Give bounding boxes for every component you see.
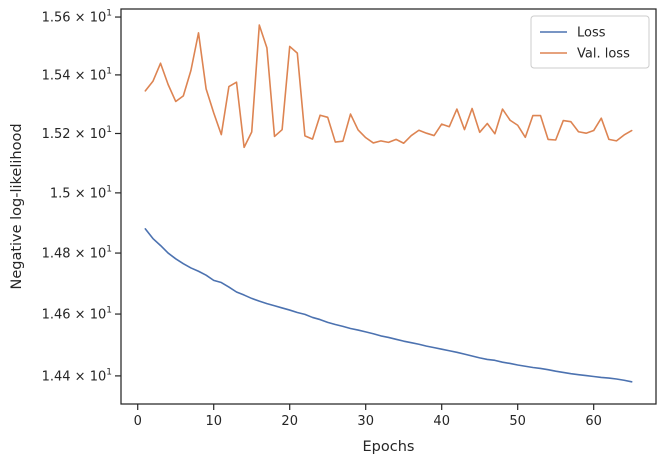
- legend-label: Val. loss: [577, 47, 630, 62]
- legend-box: [530, 15, 650, 69]
- y-axis-ticks: 1.44 × 101 1.46 × 101 1.48 × 101 1.5 × 101 1…: [42, 9, 121, 384]
- x-tick-label: 60: [585, 414, 602, 429]
- x-axis-title: Epochs: [363, 439, 415, 455]
- plot-area: [144, 24, 633, 383]
- y-tick-label: 1.48 × 101: [42, 245, 112, 262]
- series-line-loss: [144, 228, 633, 383]
- y-tick-label: 1.56 × 101: [42, 9, 112, 26]
- legend-label: Loss: [577, 26, 606, 41]
- y-tick-label: 1.54 × 101: [42, 66, 112, 83]
- x-tick-label: 30: [357, 414, 374, 429]
- x-tick-label: 20: [281, 414, 298, 429]
- y-axis-title: Negative log-likelihood: [9, 123, 25, 289]
- y-tick-label: 1.46 × 101: [42, 306, 112, 323]
- legend: Loss Val. loss: [530, 15, 650, 69]
- x-tick-label: 10: [205, 414, 222, 429]
- x-axis-ticks: 0 10 20 30 40 50 60: [134, 404, 602, 429]
- series-line-val-loss: [144, 24, 633, 149]
- y-tick-label: 1.52 × 101: [42, 125, 112, 142]
- x-tick-label: 40: [433, 414, 450, 429]
- axes-frame: [120, 8, 657, 405]
- x-tick-label: 0: [134, 414, 142, 429]
- y-tick-label: 1.5 × 101: [50, 184, 112, 201]
- x-tick-label: 50: [509, 414, 526, 429]
- y-tick-label: 1.44 × 101: [42, 367, 112, 384]
